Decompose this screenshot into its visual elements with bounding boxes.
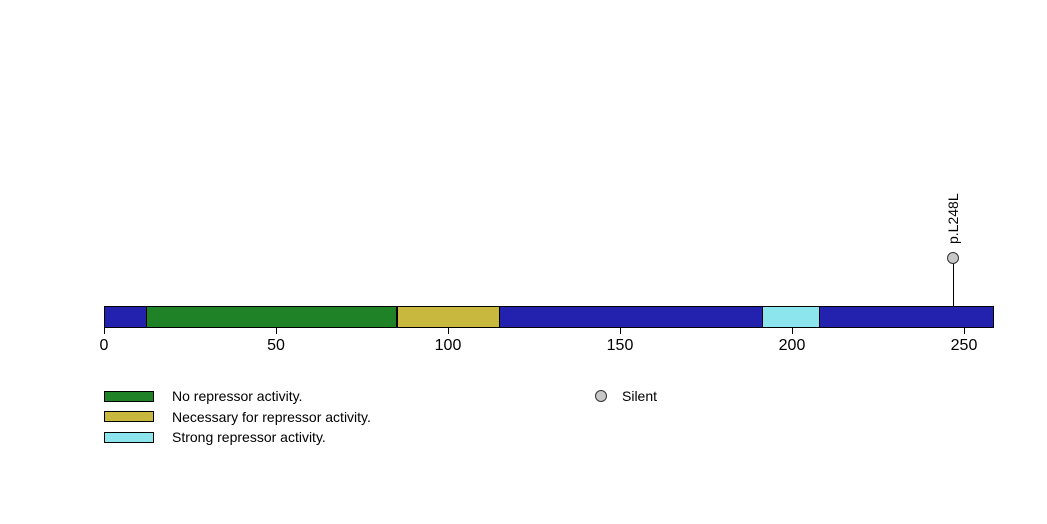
- axis-tick-label: 200: [778, 337, 806, 354]
- domain-region: [761, 306, 820, 328]
- legend-swatch: [104, 431, 154, 443]
- axis-tick: [620, 328, 621, 334]
- axis-tick: [276, 328, 277, 334]
- axis-tick-label: 50: [267, 337, 285, 354]
- legend-swatch: [104, 390, 154, 402]
- axis-tick: [448, 328, 449, 334]
- marker-legend-circle: [595, 390, 607, 402]
- mutation-circle: [947, 252, 959, 264]
- marker-legend-label: Silent: [622, 388, 658, 404]
- axis-tick-label: 100: [434, 337, 462, 354]
- mutation-stick: [953, 258, 954, 328]
- protein-backbone: [103, 306, 995, 328]
- axis-tick-label: 0: [99, 337, 109, 354]
- legend-row: Strong repressor activity.: [104, 430, 326, 444]
- legend-row: Necessary for repressor activity.: [104, 410, 371, 424]
- legend-label: Necessary for repressor activity.: [172, 408, 371, 425]
- domain-region: [396, 306, 501, 328]
- axis-tick: [964, 328, 965, 334]
- legend-label: No repressor activity.: [172, 388, 303, 404]
- marker-legend-row: Silent: [595, 389, 657, 403]
- legend-row: No repressor activity.: [104, 389, 302, 403]
- axis-tick: [104, 328, 105, 334]
- axis-tick-label: 250: [950, 337, 978, 354]
- axis-tick-label: 150: [606, 337, 634, 354]
- legend-label: Strong repressor activity.: [172, 429, 326, 445]
- axis-tick: [792, 328, 793, 334]
- domain-region: [145, 306, 397, 328]
- legend-swatch: [104, 411, 154, 422]
